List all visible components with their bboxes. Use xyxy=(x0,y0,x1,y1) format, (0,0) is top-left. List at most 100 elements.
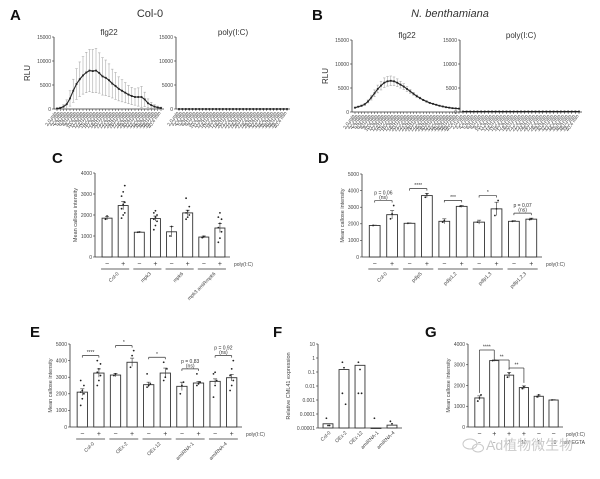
y-tick-label: 10000 xyxy=(37,59,51,65)
polyIC-sign: + xyxy=(492,431,496,438)
group-label: pdlp1,2,3 xyxy=(509,271,528,290)
data-point xyxy=(201,108,204,110)
data-point xyxy=(559,110,562,113)
data-point xyxy=(262,108,265,110)
data-point xyxy=(75,83,78,85)
significance-label: **** xyxy=(483,345,491,351)
data-point xyxy=(238,108,241,110)
data-point xyxy=(208,108,211,110)
data-dot xyxy=(152,228,155,231)
data-point xyxy=(458,107,460,110)
y-tick-label: 5000 xyxy=(338,86,349,92)
treatment-sign: − xyxy=(113,431,117,438)
data-point xyxy=(160,107,162,109)
data-dot xyxy=(188,214,191,216)
data-dot xyxy=(79,404,82,407)
data-point xyxy=(465,110,468,113)
data-point xyxy=(549,110,551,113)
data-point xyxy=(121,89,123,92)
data-point xyxy=(419,97,421,99)
subplot-title: poly(I:C) xyxy=(506,31,537,40)
y-tick-label: 3000 xyxy=(348,205,359,211)
y-tick-label: 0 xyxy=(454,110,457,116)
data-point xyxy=(181,108,184,110)
data-point xyxy=(130,95,133,97)
data-point xyxy=(127,93,130,96)
data-point xyxy=(363,103,366,106)
data-point xyxy=(425,100,428,103)
y-tick-label: 5000 xyxy=(348,172,359,178)
data-point xyxy=(259,108,261,110)
data-point xyxy=(415,95,418,98)
data-point xyxy=(188,108,191,110)
data-dot xyxy=(389,420,392,423)
data-dot xyxy=(424,196,427,199)
y-tick-label: 3000 xyxy=(81,192,92,198)
data-point xyxy=(252,108,255,110)
data-dot xyxy=(123,201,126,204)
bar xyxy=(438,220,451,258)
bar xyxy=(518,387,529,428)
treatment-sign: + xyxy=(494,261,498,268)
data-dot xyxy=(328,424,331,427)
data-dot xyxy=(441,221,444,224)
y-tick-label: 0.01 xyxy=(305,384,315,390)
data-point xyxy=(567,110,570,113)
group-label: Col-0 xyxy=(376,271,389,284)
bar xyxy=(489,360,500,428)
series-line xyxy=(354,80,460,110)
bar xyxy=(490,208,503,258)
data-point xyxy=(198,108,201,110)
bar xyxy=(386,214,398,258)
y-tick-label: 4000 xyxy=(454,342,465,348)
data-point xyxy=(476,110,479,113)
group-label: mpk3 xyxy=(140,271,153,284)
data-dot xyxy=(120,217,123,220)
data-dot xyxy=(162,379,165,382)
bar xyxy=(159,372,171,428)
data-point xyxy=(191,108,194,110)
data-point xyxy=(432,102,434,105)
polyIC-sign: + xyxy=(507,431,511,438)
data-dot xyxy=(232,359,235,362)
data-dot xyxy=(344,403,347,406)
y-axis-label: RLU xyxy=(321,68,330,84)
data-dot xyxy=(220,218,223,221)
group-label: amiRNA-1 xyxy=(175,441,196,462)
bar xyxy=(455,205,468,258)
treatment-label: poly(I:C) xyxy=(246,432,265,438)
data-dot xyxy=(219,237,221,240)
treatment-sign: − xyxy=(442,261,446,268)
treatment-sign: − xyxy=(180,431,184,438)
data-dot xyxy=(536,396,539,398)
bar xyxy=(474,397,485,428)
treatment-sign: − xyxy=(202,261,206,268)
subplot-title: poly(I:C) xyxy=(218,28,249,37)
egta-value: − xyxy=(478,440,481,446)
bar xyxy=(149,218,161,258)
data-point xyxy=(357,105,360,108)
data-dot xyxy=(122,203,125,206)
bar xyxy=(533,395,544,428)
data-point xyxy=(124,91,127,94)
group-label: Col-0 xyxy=(83,441,96,454)
data-point xyxy=(563,110,566,113)
treatment-sign: + xyxy=(130,431,134,438)
data-point xyxy=(578,110,580,113)
y-tick-label: 10000 xyxy=(335,62,349,68)
data-dot xyxy=(123,184,126,187)
data-dot xyxy=(96,371,99,374)
y-axis-label: Mean callose intensity xyxy=(446,358,452,412)
data-dot xyxy=(407,222,409,225)
data-point xyxy=(194,108,197,110)
data-dot xyxy=(220,230,223,233)
data-dot xyxy=(166,368,168,370)
significance-label: **** xyxy=(414,183,422,189)
significance-label: ** xyxy=(500,355,504,361)
bar xyxy=(133,231,145,258)
data-point xyxy=(215,108,218,110)
data-dot xyxy=(497,199,499,202)
category-label: Col-0 xyxy=(320,430,333,443)
data-point xyxy=(370,96,373,99)
